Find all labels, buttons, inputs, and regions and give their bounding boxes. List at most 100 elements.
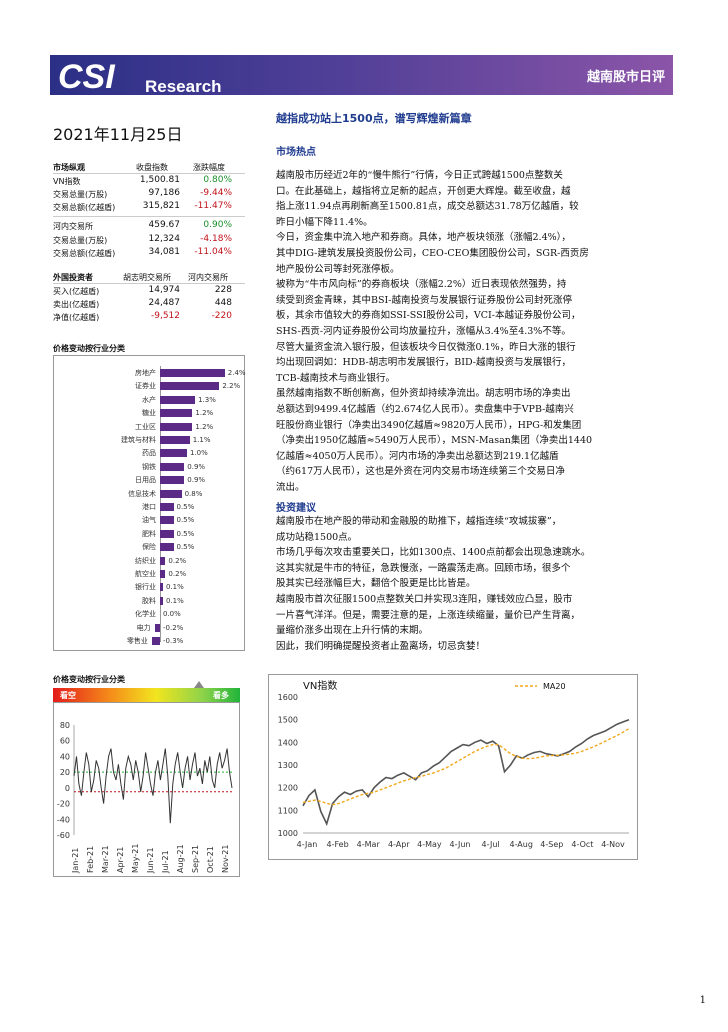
text-line: （净卖出1950亿越盾≈5490万人民币），MSN-Masan集团（净卖出144… bbox=[276, 435, 593, 447]
text-line: 越南股市首次征服1500点整数关口并实现3连阳，赚钱效应凸显，股市 bbox=[276, 593, 573, 605]
row-value: 14,974 bbox=[148, 285, 181, 295]
sector-label: 工业区 bbox=[135, 422, 156, 431]
sector-value: 0.2% bbox=[168, 556, 187, 565]
vn-index-chart: VN指数 MA20 1600 1500 1400 1300 1200 1100 1000 4-Ja… bbox=[268, 674, 638, 860]
section-market-hotspot: 市场热点 bbox=[276, 147, 316, 158]
text-line: （约617万人民币），这也是外资在河内交易市场连续第三个交易日净 bbox=[276, 466, 565, 478]
y-tick: 80 bbox=[60, 721, 70, 730]
sector-label: 保险 bbox=[142, 543, 156, 552]
sector-label: 纺织业 bbox=[135, 556, 156, 565]
text-line: TCB-越南技术与商业银行。 bbox=[276, 372, 395, 384]
row-value: 448 bbox=[214, 298, 232, 308]
sector-label: 胶料 bbox=[142, 596, 156, 605]
x-tick: Jan-21 bbox=[71, 848, 80, 874]
gauge-bear-label: 看空 bbox=[60, 691, 76, 700]
sector-value: 0.9% bbox=[187, 462, 206, 471]
sector-bar bbox=[154, 623, 160, 632]
text-line: 地产股份公司等封死涨停板。 bbox=[276, 263, 400, 275]
x-tick: 4-Aug bbox=[509, 840, 532, 849]
page-number: 1 bbox=[699, 995, 706, 1006]
foreign-head: 外国投资者 bbox=[53, 273, 93, 282]
row-value: 459.67 bbox=[148, 220, 181, 230]
sentiment-line bbox=[73, 748, 233, 824]
report-date: 2021年11月25日 bbox=[53, 125, 183, 144]
text-line: 续受到资金青睐，其中BSI-越南投资与发展银行证券股份公司封死涨停 bbox=[276, 294, 572, 306]
x-tick: Apr-21 bbox=[116, 847, 125, 873]
report-title: 越南股市日评 bbox=[586, 70, 665, 85]
y-tick: 20 bbox=[60, 768, 70, 777]
sentiment-chart: 80 60 40 20 0 -20 -40 -60 Jan-21 Feb-21 Mar-21 Apr-… bbox=[53, 702, 240, 877]
row-value: 97,186 bbox=[148, 188, 181, 198]
y-tick: 1200 bbox=[278, 784, 298, 793]
text-line: 今日，资金集中流入地产和券商。具体，地产板块领涨（涨幅2.4%）， bbox=[276, 232, 571, 244]
text-line: 一片喜气洋洋。但是，需要注意的是，上涨连续缩量，量价已产生背离， bbox=[276, 609, 581, 621]
y-tick: -20 bbox=[57, 800, 70, 809]
svg-text:CSI: CSI bbox=[58, 58, 116, 92]
sector-bar bbox=[160, 543, 174, 552]
article-paragraph-1: 越南股市历经近2年的“慢牛熊行”行情，今日正式跨越1500点整数关 口。在此基础上… bbox=[276, 168, 644, 495]
vn-svg: VN指数 MA20 1600 1500 1400 1300 1200 1100 1000 4-Ja… bbox=[278, 679, 630, 849]
x-tick: Aug-21 bbox=[176, 844, 185, 873]
sector-label: 零售业 bbox=[126, 637, 148, 645]
text-line: 亿越盾≈4050万人民币）。河内市场的净卖出总额达到219.1亿越盾 bbox=[276, 450, 559, 462]
row-label: 买入(亿越盾) bbox=[53, 287, 100, 296]
market-head: 收盘指数 bbox=[136, 163, 168, 172]
sector-label: 电力 bbox=[136, 623, 151, 632]
sector-bar bbox=[160, 422, 193, 431]
section-investment-advice: 投资建议 bbox=[276, 503, 316, 514]
sector-label: 肥料 bbox=[142, 529, 156, 538]
article-title: 越指成功站上1500点，谱写辉煌新篇章 bbox=[276, 112, 472, 125]
x-tick: 4-Nov bbox=[601, 840, 625, 849]
sector-chart-title: 价格变动按行业分类 bbox=[53, 344, 125, 353]
row-label: 交易总额(亿越盾) bbox=[53, 249, 116, 258]
sector-bar bbox=[160, 409, 193, 418]
sector-value: 0.5% bbox=[176, 516, 195, 525]
sector-value: 1.3% bbox=[198, 395, 216, 404]
text-line: SHS-西贡-河内证券股份公司均放量拉升，涨幅从3.4%至4.3%不等。 bbox=[276, 325, 571, 337]
text-line: 成功站稳1500点。 bbox=[276, 531, 358, 543]
y-tick: 1600 bbox=[278, 693, 298, 702]
x-tick: 4-Sep bbox=[540, 840, 563, 849]
y-tick: -60 bbox=[57, 831, 70, 840]
row-label: 净值(亿越盾) bbox=[53, 313, 100, 322]
sector-bar-chart bbox=[53, 355, 245, 651]
sector-bar bbox=[160, 503, 174, 511]
sector-value: -0.3% bbox=[163, 637, 184, 645]
market-head: 涨跌幅度 bbox=[193, 163, 225, 172]
row-change: -4.18% bbox=[200, 234, 232, 244]
sentiment-chart-title: 价格变动按行业分类 bbox=[53, 675, 125, 684]
sector-bar bbox=[151, 637, 160, 645]
y-tick: 1000 bbox=[278, 829, 298, 838]
x-tick: 4-May bbox=[417, 840, 442, 849]
sector-value: 2.2% bbox=[222, 382, 241, 391]
sector-value: 2.4% bbox=[227, 369, 246, 377]
sector-bar bbox=[160, 462, 185, 471]
text-line: 因此，我们明确提醒投资者止盈离场，切忌贪婪！ bbox=[276, 640, 486, 652]
sector-value: 0.9% bbox=[187, 476, 206, 485]
text-line: 虽然越南指数不断创新高，但外资却持续净流出。胡志明市场的净卖出 bbox=[276, 388, 571, 400]
article-paragraph-2: 越南股市在地产股的带动和金融股的助推下，越指连续“攻城拔寨”， 成功站稳1500点… bbox=[276, 514, 644, 654]
row-label: 交易总量(万股) bbox=[53, 236, 108, 245]
text-line: 尽管大量资金流入银行股，但该板块今日仅微涨0.1%，昨日大涨的银行 bbox=[276, 341, 576, 353]
sector-label: 证券业 bbox=[135, 382, 156, 391]
sector-label: 油气 bbox=[142, 516, 156, 525]
text-line: 股其实已经涨幅巨大，翻倍个股更是比比皆是。 bbox=[276, 578, 476, 590]
sector-value: 1.2% bbox=[195, 409, 214, 418]
x-tick: Feb-21 bbox=[86, 846, 95, 873]
x-tick: Jul-21 bbox=[161, 850, 170, 874]
x-tick: 4-Jun bbox=[450, 840, 471, 849]
sector-label: 信息技术 bbox=[128, 489, 156, 498]
sector-label: 日用品 bbox=[135, 476, 156, 485]
row-change: 0.90% bbox=[203, 220, 232, 230]
text-line: 量缩价涨多出现在上升行情的末期。 bbox=[276, 625, 429, 637]
gauge-pointer-icon bbox=[194, 681, 204, 688]
sector-value: 1.2% bbox=[195, 422, 214, 431]
x-tick: May-21 bbox=[131, 844, 140, 873]
legend-ma20-label: MA20 bbox=[543, 682, 566, 691]
sector-bar bbox=[160, 596, 163, 605]
x-tick: 4-Feb bbox=[327, 840, 349, 849]
sector-value: -0.2% bbox=[163, 623, 184, 632]
row-value: 34,081 bbox=[148, 247, 181, 257]
sector-bar bbox=[160, 489, 182, 498]
